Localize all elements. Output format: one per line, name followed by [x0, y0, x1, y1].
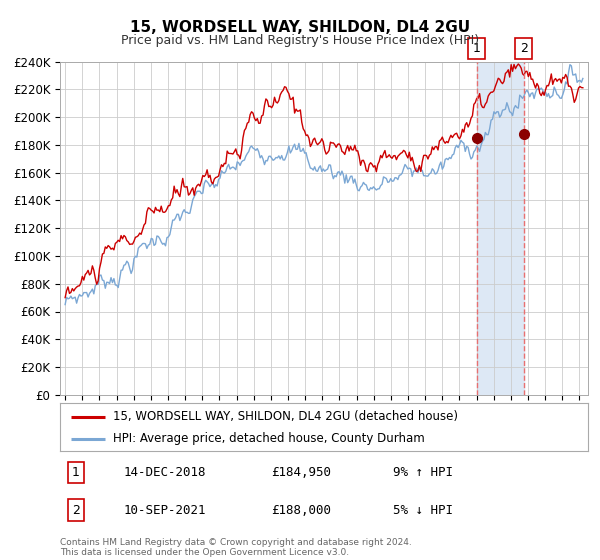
Text: 15, WORDSELL WAY, SHILDON, DL4 2GU: 15, WORDSELL WAY, SHILDON, DL4 2GU	[130, 20, 470, 35]
Text: HPI: Average price, detached house, County Durham: HPI: Average price, detached house, Coun…	[113, 432, 425, 445]
Text: 1: 1	[473, 42, 481, 55]
Text: 9% ↑ HPI: 9% ↑ HPI	[392, 466, 452, 479]
Text: 5% ↓ HPI: 5% ↓ HPI	[392, 504, 452, 517]
Text: 14-DEC-2018: 14-DEC-2018	[124, 466, 206, 479]
Text: 2: 2	[520, 42, 527, 55]
Text: £184,950: £184,950	[271, 466, 331, 479]
Text: Contains HM Land Registry data © Crown copyright and database right 2024.
This d: Contains HM Land Registry data © Crown c…	[60, 538, 412, 557]
Text: 2: 2	[72, 504, 80, 517]
Text: 10-SEP-2021: 10-SEP-2021	[124, 504, 206, 517]
Text: 1: 1	[72, 466, 80, 479]
Text: £188,000: £188,000	[271, 504, 331, 517]
Bar	[476, 62, 524, 395]
Text: 15, WORDSELL WAY, SHILDON, DL4 2GU (detached house): 15, WORDSELL WAY, SHILDON, DL4 2GU (deta…	[113, 410, 458, 423]
Text: Price paid vs. HM Land Registry's House Price Index (HPI): Price paid vs. HM Land Registry's House …	[121, 34, 479, 46]
